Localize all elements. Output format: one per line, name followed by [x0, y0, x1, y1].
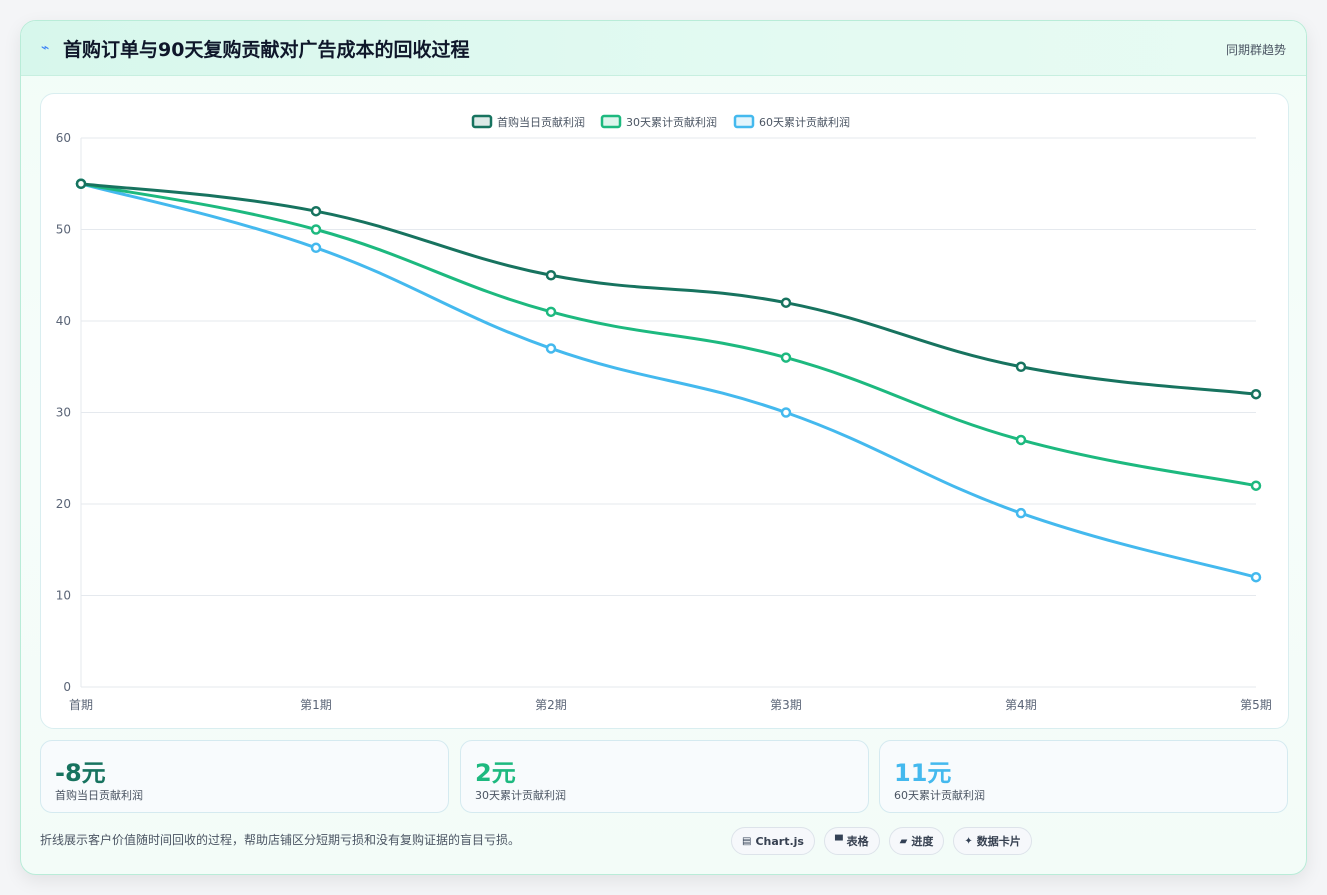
stat-value: 2元	[475, 759, 516, 787]
legend-label: 首购当日贡献利润	[497, 115, 585, 129]
stat-value: -8元	[55, 759, 106, 787]
legend-swatch	[733, 114, 755, 129]
y-tick-label: 60	[56, 131, 71, 145]
chip-chartjs[interactable]: ▤ Chart.js	[731, 827, 815, 855]
y-tick-label: 30	[56, 406, 71, 420]
data-point	[1015, 434, 1027, 446]
x-tick-label: 首期	[69, 698, 93, 712]
data-point	[780, 407, 792, 418]
stat-label: 30天累计贡献利润	[475, 789, 566, 802]
data-point	[1250, 571, 1262, 583]
series-line	[80, 182, 1257, 396]
x-tick-label: 第5期	[1240, 698, 1272, 712]
stat-label: 首购当日贡献利润	[55, 789, 143, 802]
legend-swatch	[471, 114, 493, 129]
data-point	[780, 352, 792, 363]
data-point	[545, 343, 557, 354]
line-chart: 0 10 20 30 40 50 60 首期 第1期 第2期 第3期 第4期 第5期 首购当日贡献利润 30…	[56, 114, 1272, 712]
stat-card-30-day: 2元 30天累计贡献利润	[460, 740, 869, 813]
data-point	[310, 224, 322, 235]
y-tick-label: 20	[56, 497, 71, 511]
y-tick-label: 0	[63, 680, 71, 694]
chip-label: 数据卡片	[976, 835, 1021, 848]
x-tick-label: 第2期	[535, 698, 567, 712]
data-point	[1250, 480, 1262, 491]
data-point	[310, 205, 322, 217]
y-tick-label: 40	[56, 314, 71, 328]
legend-label: 30天累计贡献利润	[626, 115, 717, 129]
x-tick-label: 第4期	[1005, 698, 1037, 712]
y-tick-label: 50	[56, 223, 71, 237]
stat-label: 60天累计贡献利润	[894, 789, 985, 802]
x-tick-label: 第1期	[300, 698, 332, 712]
chart-footnote: 折线展示客户价值随时间回收的过程，帮助店铺区分短期亏损和没有复购证据的盲目亏损。	[40, 833, 521, 847]
table-icon: ▀	[834, 835, 843, 847]
sparkle-icon: ✦	[964, 835, 973, 847]
chip-table[interactable]: ▀ 表格	[823, 827, 880, 855]
x-tick-label: 第3期	[770, 698, 802, 712]
chip-data-cards[interactable]: ✦ 数据卡片	[953, 827, 1032, 855]
stat-card-first-day: -8元 首购当日贡献利润	[40, 740, 449, 813]
stat-card-60-day: 11元 60天累计贡献利润	[879, 740, 1288, 813]
legend-label: 60天累计贡献利润	[759, 115, 850, 129]
data-point	[75, 178, 87, 189]
header-tag: 同期群趋势	[1225, 43, 1286, 57]
series-line	[80, 182, 1257, 579]
feature-chips: ▤ Chart.js ▀ 表格 ▰ 进度 ✦ 数据卡片	[731, 827, 1032, 855]
series-line	[80, 182, 1257, 488]
data-point	[1250, 388, 1262, 400]
chip-label: Chart.js	[755, 834, 804, 848]
card-title: 首购订单与90天复购贡献对广告成本的回收过程	[63, 39, 470, 61]
chip-progress[interactable]: ▰ 进度	[888, 827, 945, 855]
progress-icon: ▰	[899, 835, 908, 847]
data-point	[545, 306, 557, 318]
chart-container: 0 10 20 30 40 50 60 首期 第1期 第2期 第3期 第4期 第5期 首购当日贡献利润 30…	[40, 93, 1289, 729]
data-point	[1015, 507, 1027, 519]
stat-value: 11元	[894, 759, 952, 787]
chip-label: 进度	[911, 835, 934, 848]
card-header: ⌁ 首购订单与90天复购贡献对广告成本的回收过程 同期群趋势	[21, 21, 1306, 76]
legend-swatch	[600, 114, 622, 129]
chip-label: 表格	[846, 835, 869, 848]
data-point	[1015, 361, 1027, 372]
data-point	[545, 270, 557, 281]
chart-icon: ▤	[742, 835, 752, 847]
y-tick-label: 10	[56, 589, 71, 603]
chart-card: ⌁ 首购订单与90天复购贡献对广告成本的回收过程 同期群趋势 0 10 20 30 40…	[20, 20, 1307, 875]
data-point	[310, 242, 322, 254]
data-point	[780, 297, 792, 308]
lightning-icon: ⌁	[41, 40, 50, 56]
